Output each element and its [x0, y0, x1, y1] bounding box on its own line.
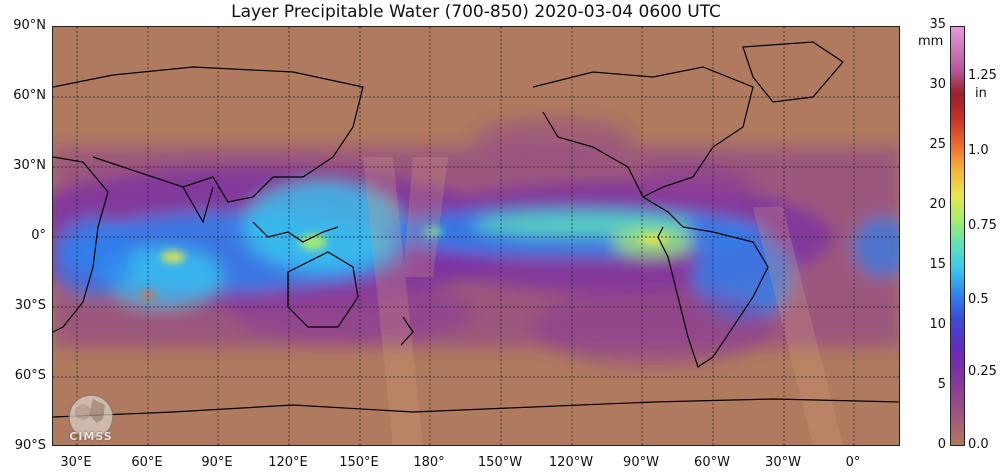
lon-label-0: 0°	[845, 455, 861, 470]
cimss-logo	[68, 394, 114, 440]
lon-label-150w: 150°W	[477, 455, 523, 470]
lon-label-120e: 120°E	[268, 455, 308, 470]
colorbar-unit-mm: mm	[918, 34, 944, 49]
colorbar-mm-tick-35: 35	[929, 17, 946, 32]
lon-label-30e: 30°E	[60, 455, 92, 470]
colorbar-mm-tick-0: 0	[937, 437, 946, 452]
colorbar-in-tick-0-75: 0.75	[968, 218, 997, 233]
map-svg	[53, 27, 899, 445]
colorbar-mm-tick-25: 25	[929, 137, 946, 152]
lat-label-30s: 30°S	[14, 298, 46, 313]
coastlines	[53, 41, 899, 418]
colorbar-mm-tick-30: 30	[929, 77, 946, 92]
lon-label-180: 180°	[413, 455, 445, 470]
lat-label-60n: 60°N	[13, 88, 46, 103]
lat-label-eq: 0°	[31, 228, 46, 243]
lon-label-90e: 90°E	[201, 455, 233, 470]
lon-label-90w: 90°W	[623, 455, 659, 470]
moisture-field	[53, 117, 899, 367]
colorbar-in-tick-1-0: 1.0	[968, 143, 989, 158]
cimss-logo-text: CIMSS	[69, 430, 113, 443]
lon-label-120w: 120°W	[548, 455, 594, 470]
lat-label-90s: 90°S	[14, 438, 46, 453]
lon-label-60e: 60°E	[131, 455, 163, 470]
precipitable-water-map	[52, 26, 900, 446]
colorbar-in-tick-0-25: 0.25	[968, 364, 997, 379]
lat-label-90n: 90°N	[13, 18, 46, 33]
swath-gaps	[363, 157, 843, 445]
colorbar-mm-tick-5: 5	[937, 377, 946, 392]
lat-label-60s: 60°S	[14, 368, 46, 383]
colorbar	[950, 26, 965, 446]
map-title: Layer Precipitable Water (700-850) 2020-…	[231, 2, 721, 22]
lon-label-30w: 30°W	[765, 455, 801, 470]
colorbar-in-tick-0-0: 0.0	[968, 437, 989, 452]
colorbar-mm-tick-20: 20	[929, 197, 946, 212]
lat-label-30n: 30°N	[13, 158, 46, 173]
colorbar-in-tick-1-25: 1.25	[968, 68, 997, 83]
colorbar-in-tick-0-5: 0.5	[968, 292, 989, 307]
colorbar-unit-in: in	[975, 86, 987, 101]
lon-label-60w: 60°W	[694, 455, 730, 470]
colorbar-mm-tick-15: 15	[929, 257, 946, 272]
colorbar-mm-tick-10: 10	[929, 317, 946, 332]
lon-label-150e: 150°E	[339, 455, 379, 470]
